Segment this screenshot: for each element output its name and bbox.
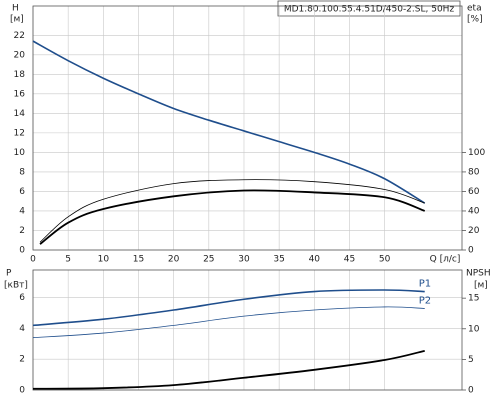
- curve: [32, 349, 425, 390]
- y2-tick-label: 20: [468, 226, 480, 236]
- x-tick-label: 0: [30, 255, 36, 265]
- curve: [39, 189, 426, 245]
- x-tick-label: 25: [203, 255, 214, 265]
- curve: [32, 40, 426, 204]
- x-tick-label: 15: [133, 255, 144, 265]
- y-tick-label: 8: [19, 167, 25, 177]
- series-label: P1: [419, 279, 431, 290]
- plot-frame: [32, 5, 463, 251]
- y-tick-label: 2: [19, 355, 25, 365]
- y-tick-label: 10: [14, 148, 26, 158]
- y-tick-label: 16: [14, 89, 26, 99]
- y-tick-label: 4: [19, 324, 25, 334]
- y-tick-label: 22: [14, 31, 25, 41]
- series-label: P2: [419, 295, 431, 306]
- y2-axis-unit: [м]: [474, 281, 488, 291]
- y2-tick-label: 100: [468, 148, 485, 158]
- x-tick-label: 45: [344, 255, 355, 265]
- x-tick-label: 20: [168, 255, 180, 265]
- y-axis-unit: [кВт]: [4, 281, 28, 291]
- y-axis-label: H: [12, 4, 19, 14]
- x-tick-label: 40: [309, 255, 321, 265]
- x-tick-label: 50: [379, 255, 391, 265]
- y2-tick-label: 40: [468, 206, 480, 216]
- x-tick-label: 10: [98, 255, 110, 265]
- curve: [32, 289, 425, 327]
- y2-axis-unit: [%]: [467, 15, 483, 25]
- y2-tick-label: 60: [468, 187, 480, 197]
- x-axis-label: Q [л/с]: [430, 255, 461, 265]
- y-tick-label: 0: [19, 386, 25, 396]
- y-tick-label: 14: [14, 109, 26, 119]
- y-tick-label: 6: [19, 293, 25, 303]
- y2-tick-label: 0: [468, 386, 474, 396]
- y2-tick-label: 0: [468, 246, 474, 256]
- x-tick-label: 35: [273, 255, 284, 265]
- y2-tick-label: 5: [468, 355, 474, 365]
- y2-tick-label: 10: [468, 324, 480, 334]
- y-tick-label: 4: [19, 206, 25, 216]
- y2-tick-label: 15: [468, 294, 479, 304]
- x-tick-label: 5: [65, 255, 71, 265]
- curve: [32, 306, 425, 339]
- y2-axis-label: eta: [467, 4, 482, 14]
- plot-frame: [32, 269, 463, 391]
- curve: [39, 179, 425, 243]
- chart-title: MD1.80.100.55.4.51D/450-2.SL, 50Hz: [284, 5, 455, 15]
- y-tick-label: 2: [19, 226, 25, 236]
- title-box: [277, 0, 461, 17]
- y-tick-label: 6: [19, 187, 25, 197]
- y-tick-label: 12: [14, 128, 25, 138]
- y-tick-label: 20: [14, 50, 26, 60]
- y-tick-label: 0: [19, 246, 25, 256]
- y2-tick-label: 80: [468, 167, 480, 177]
- y-tick-label: 18: [14, 70, 26, 80]
- y2-axis-label: NPSH: [466, 269, 491, 279]
- y-axis-unit: [м]: [10, 15, 24, 25]
- x-tick-label: 30: [238, 255, 250, 265]
- y-axis-label: P: [6, 269, 12, 279]
